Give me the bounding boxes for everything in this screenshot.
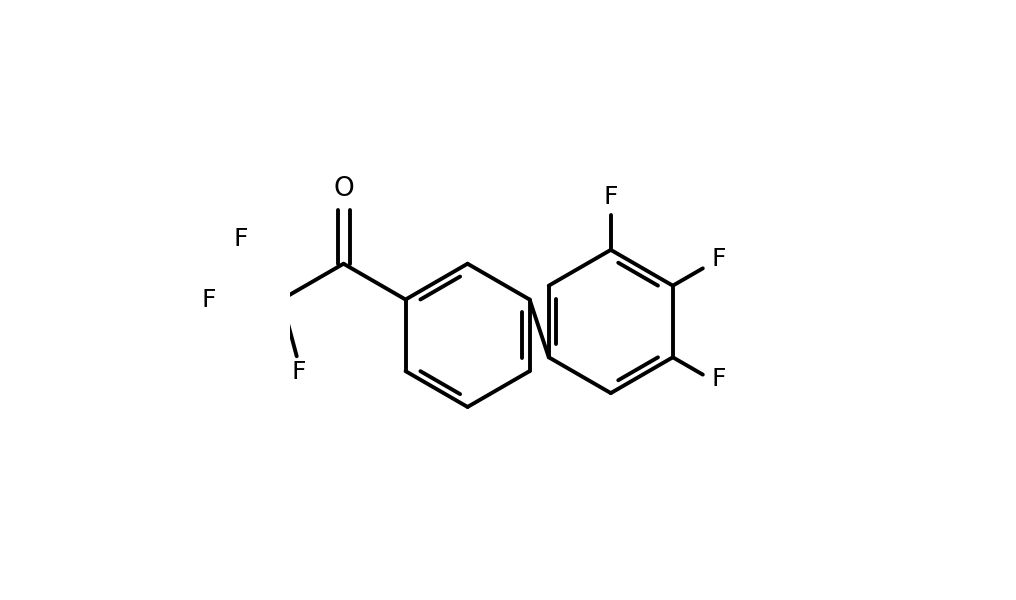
Text: F: F (712, 367, 726, 391)
Text: F: F (234, 227, 248, 251)
Text: F: F (292, 361, 306, 385)
Text: F: F (604, 185, 618, 209)
Text: F: F (712, 247, 726, 271)
Text: O: O (333, 176, 354, 202)
Text: F: F (202, 287, 216, 311)
